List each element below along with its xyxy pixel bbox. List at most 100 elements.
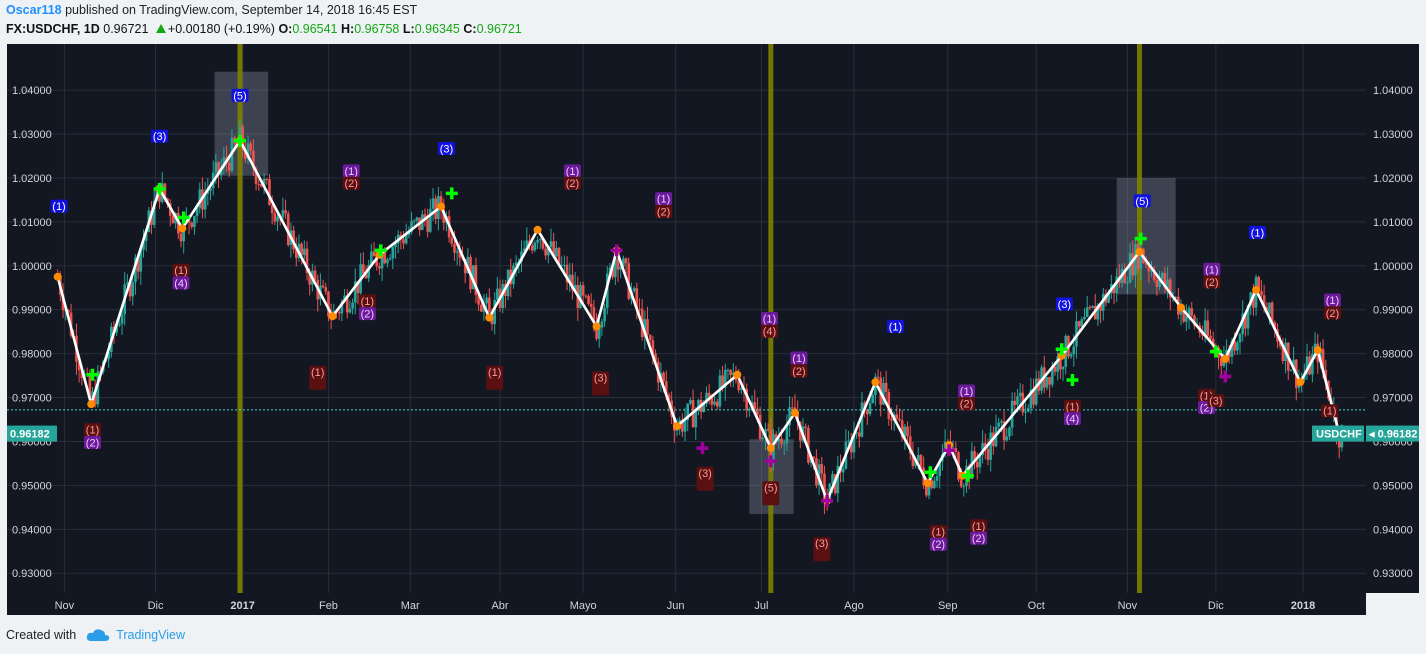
wave-label: (1)	[86, 425, 99, 437]
candle-body	[362, 264, 365, 274]
candle-body	[1163, 272, 1167, 288]
candle-body	[257, 183, 261, 185]
candle-body	[426, 219, 429, 232]
candle-body	[195, 207, 199, 217]
candle-body	[1236, 342, 1239, 351]
candle-body	[694, 411, 698, 428]
ohlc-legend: FX:USDCHF, 1D 0.96721 +0.00180 (+0.19%) …	[6, 22, 522, 36]
open-label: O:	[278, 22, 293, 36]
candle-body	[686, 403, 690, 421]
candle-body	[246, 143, 250, 160]
candle-body	[632, 288, 636, 291]
wave-label-box	[655, 192, 673, 206]
candle-body	[471, 265, 475, 290]
candle-body	[1034, 378, 1038, 405]
candle-body	[579, 285, 582, 309]
candle-body	[198, 189, 202, 208]
wave-label-box	[958, 384, 976, 398]
pivot-dot	[533, 225, 542, 234]
wave-label: (1)	[1323, 406, 1336, 418]
wave-label: (3)	[153, 131, 166, 143]
candle-body	[324, 287, 328, 292]
candle-body	[555, 247, 558, 257]
pivot-dot	[923, 479, 932, 488]
candle-body	[723, 369, 727, 389]
wave-label: (2)	[566, 178, 579, 190]
candle-body	[689, 400, 692, 404]
candle-body	[96, 371, 100, 405]
candle-body	[134, 257, 137, 283]
candle-body	[812, 456, 816, 459]
wave-label: (3)	[815, 538, 828, 550]
wave-label: (1)	[488, 367, 501, 379]
candle-body	[276, 216, 279, 222]
y-tick-label-right: 0.98000	[1373, 349, 1413, 361]
candle-body	[780, 438, 783, 444]
wave-label: (1)	[1251, 227, 1264, 239]
wave-label-box	[929, 537, 947, 551]
candle-body	[1257, 276, 1261, 292]
candle-body	[525, 240, 529, 249]
candle-body	[1160, 272, 1164, 279]
candle-body	[367, 264, 370, 279]
candle-body	[345, 295, 349, 313]
candle-body	[903, 426, 907, 438]
wave-label: (1)	[52, 201, 65, 213]
candle-body	[646, 319, 649, 335]
candle-body	[1252, 292, 1255, 308]
purple-cross	[764, 455, 777, 468]
y-tick-label-right: 0.93000	[1373, 568, 1413, 580]
candle-body	[415, 217, 419, 221]
candle-body	[501, 284, 505, 309]
candle-body	[1193, 315, 1196, 326]
candle-body	[434, 198, 437, 220]
wave-label: (2)	[1205, 277, 1218, 289]
footer: Created with TradingView	[6, 628, 185, 642]
pivot-dot	[1221, 354, 1230, 363]
candle-body	[938, 461, 942, 477]
candle-body	[592, 307, 596, 323]
wave-label-box	[358, 294, 376, 308]
candle-body	[281, 210, 285, 218]
candle-body	[911, 453, 915, 466]
candle-body	[458, 251, 462, 258]
tradingview-link[interactable]: TradingView	[116, 628, 185, 642]
candle-body	[493, 299, 496, 325]
wave-label-box	[84, 423, 102, 437]
symbol-label: FX:USDCHF, 1D	[6, 22, 100, 36]
low-value: 0.96345	[414, 22, 460, 36]
candle-body	[643, 319, 647, 337]
x-tick-label: Sep	[938, 600, 958, 612]
candle-body	[1139, 248, 1143, 269]
x-tick-label: 2018	[1291, 600, 1315, 612]
candle-body	[790, 407, 794, 409]
candle-body	[262, 179, 266, 187]
candle-body	[380, 251, 384, 269]
candle-body	[206, 190, 210, 194]
author-link[interactable]: Oscar118	[6, 3, 62, 17]
candle-body	[544, 248, 547, 256]
candle-body	[1061, 366, 1065, 370]
candle-body	[120, 314, 124, 324]
wave-label: (1)	[311, 367, 324, 379]
pivot-dot	[766, 444, 775, 453]
candle-body	[616, 258, 620, 270]
candle-body	[222, 157, 226, 168]
candle-body	[871, 395, 874, 404]
candle-body	[370, 251, 373, 265]
candle-body	[118, 323, 121, 326]
y-tick-label-left: 1.03000	[12, 129, 52, 141]
candle-body	[914, 460, 917, 466]
y-tick-label-right: 0.97000	[1373, 393, 1413, 405]
x-tick-label: Oct	[1028, 600, 1045, 612]
wave-label-box	[1133, 194, 1151, 208]
candle-body	[930, 480, 933, 489]
wave-label-box	[790, 351, 808, 365]
green-cross	[1055, 343, 1068, 356]
candle-body	[855, 432, 858, 434]
candle-body	[394, 243, 397, 248]
candle-body	[1292, 359, 1295, 371]
wave-label-box	[929, 525, 947, 539]
candle-body	[190, 222, 194, 227]
